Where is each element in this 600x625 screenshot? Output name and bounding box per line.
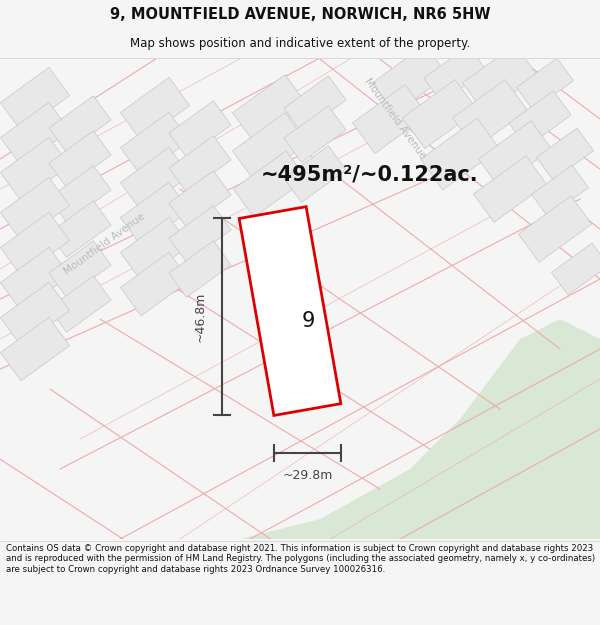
Text: Contains OS data © Crown copyright and database right 2021. This information is : Contains OS data © Crown copyright and d… [6,544,595,574]
Polygon shape [169,206,231,262]
Polygon shape [49,131,111,188]
Polygon shape [121,112,190,176]
Polygon shape [49,166,111,222]
Polygon shape [1,138,70,201]
Polygon shape [509,91,571,148]
Polygon shape [478,121,551,188]
Text: Mountfield Avenue: Mountfield Avenue [362,77,428,161]
Polygon shape [121,253,190,316]
Polygon shape [169,171,231,227]
Polygon shape [169,101,231,158]
Polygon shape [1,248,70,311]
Polygon shape [233,112,307,181]
Polygon shape [421,118,499,190]
Polygon shape [49,276,111,332]
Polygon shape [169,136,231,192]
Text: Map shows position and indicative extent of the property.: Map shows position and indicative extent… [130,37,470,49]
Polygon shape [49,201,111,258]
Polygon shape [353,84,427,154]
Polygon shape [284,76,346,132]
Polygon shape [1,68,70,131]
Polygon shape [169,241,231,298]
Polygon shape [49,96,111,152]
Text: 9: 9 [301,311,314,331]
Text: ~29.8m: ~29.8m [282,469,332,482]
Polygon shape [403,79,478,149]
Text: Mountfield Avenue: Mountfield Avenue [63,211,147,277]
Polygon shape [233,74,307,144]
Polygon shape [373,44,448,114]
Polygon shape [518,196,592,262]
Polygon shape [424,46,486,102]
Polygon shape [1,213,70,276]
Polygon shape [517,58,574,110]
Polygon shape [284,106,346,162]
Polygon shape [121,182,190,246]
Polygon shape [473,156,547,222]
Polygon shape [1,318,70,381]
Text: 9, MOUNTFIELD AVENUE, NORWICH, NR6 5HW: 9, MOUNTFIELD AVENUE, NORWICH, NR6 5HW [110,7,490,22]
Polygon shape [239,207,341,416]
Polygon shape [284,146,346,202]
Polygon shape [1,102,70,166]
Text: ~495m²/~0.122ac.: ~495m²/~0.122ac. [261,164,479,184]
Polygon shape [49,241,111,298]
Polygon shape [1,177,70,241]
Polygon shape [240,319,600,539]
Text: ~46.8m: ~46.8m [193,292,206,342]
Polygon shape [532,165,589,217]
Polygon shape [121,148,190,211]
Polygon shape [452,79,527,149]
Polygon shape [121,78,190,141]
Polygon shape [551,243,600,295]
Polygon shape [1,282,70,346]
Polygon shape [463,44,538,114]
Polygon shape [121,217,190,281]
Polygon shape [233,151,307,218]
Polygon shape [536,128,593,180]
